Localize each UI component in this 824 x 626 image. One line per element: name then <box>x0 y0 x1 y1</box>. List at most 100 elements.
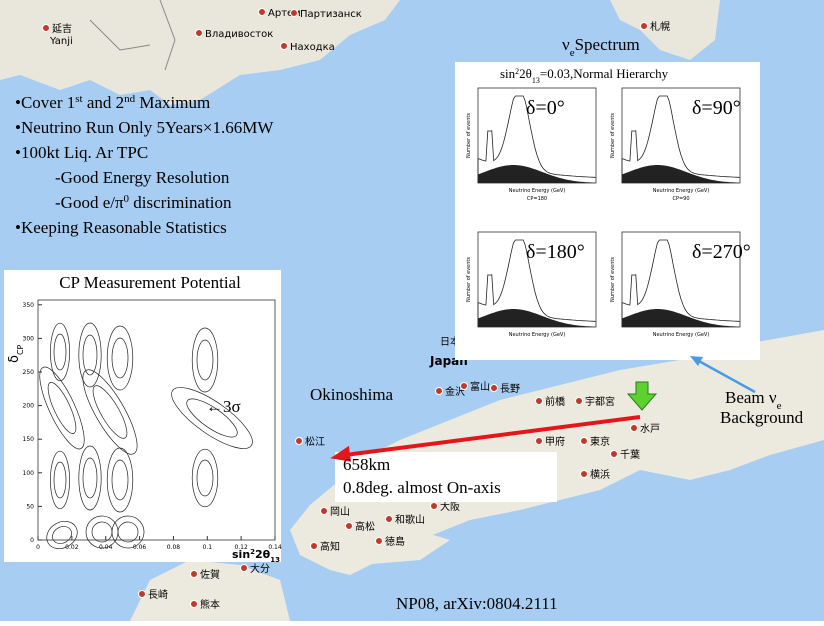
contour <box>106 447 134 513</box>
background-hist <box>478 165 596 183</box>
map-label: Партизанск <box>300 9 362 20</box>
y-label: Number of events <box>466 257 472 302</box>
rich-text: -Good e/π0 discrimination <box>55 193 232 212</box>
spectrum-plot: δ=0° Neutrino Energy (GeV) Number of event… <box>466 87 597 202</box>
contour <box>52 526 72 544</box>
panel-caption: CP=180 <box>527 196 547 202</box>
contour <box>191 448 219 508</box>
map-label: Находка <box>290 42 335 53</box>
map-label: 延吉 <box>52 23 72 35</box>
y-tick-label: 100 <box>23 470 35 477</box>
contour <box>111 459 129 501</box>
contour <box>82 334 98 376</box>
background-label: Background <box>720 408 804 427</box>
x-tick-label: 0 <box>36 544 40 551</box>
contour <box>196 339 214 381</box>
panel-label: δ=0° <box>526 97 565 119</box>
arrow-head <box>330 445 351 462</box>
contour <box>50 322 70 382</box>
text-part: st <box>75 93 82 105</box>
map-label: 金沢 <box>445 385 465 398</box>
text-part: •Keeping Reasonable Statistics <box>15 218 227 237</box>
contour <box>82 369 138 455</box>
text-part: 2 <box>250 548 255 556</box>
text-part: ν <box>562 35 570 54</box>
map-label: Владивосток <box>205 29 273 40</box>
city-marker <box>310 542 318 550</box>
contour <box>47 382 77 434</box>
reference: NP08, arXiv:0804.2111 <box>396 594 558 613</box>
text-part: Spectrum <box>575 35 640 54</box>
city-marker <box>535 437 543 445</box>
x-label: Neutrino Energy (GeV) <box>653 188 710 194</box>
rich-text: •100kt Liq. Ar TPC <box>15 143 148 162</box>
text-part: -Good e/π <box>55 193 124 212</box>
map-label: 前橋 <box>545 395 565 408</box>
text-part: δ <box>7 355 22 363</box>
plot-frame <box>37 299 276 541</box>
land <box>0 0 400 105</box>
text-part: •Cover 1 <box>15 93 75 112</box>
rich-text: δCP <box>7 344 25 363</box>
city-marker <box>375 537 383 545</box>
text-part: e <box>570 47 575 59</box>
map-label: 東京 <box>590 435 610 448</box>
x-label: Neutrino Energy (GeV) <box>509 188 566 194</box>
signal-hist <box>621 239 741 327</box>
rich-text: •Keeping Reasonable Statistics <box>15 218 227 237</box>
city-marker <box>435 387 443 395</box>
city-marker <box>610 450 618 458</box>
y-label: Number of events <box>610 257 616 302</box>
x-tick-label: 0.1 <box>203 544 213 551</box>
y-label: Number of events <box>466 113 472 158</box>
y-tick-label: 300 <box>23 335 35 342</box>
contour <box>46 520 78 550</box>
contour <box>78 322 102 388</box>
distance-box <box>335 452 557 502</box>
city-marker <box>385 515 393 523</box>
y-tick-label: 250 <box>23 369 35 376</box>
text-part: 2 <box>515 67 519 76</box>
text-part: CP <box>16 344 25 355</box>
land <box>320 520 450 565</box>
text-part: =0.03,Normal Hierarchy <box>540 66 669 81</box>
city-marker <box>575 397 583 405</box>
map-label: 大阪 <box>440 500 460 513</box>
city-marker <box>535 397 543 405</box>
contour <box>39 366 85 450</box>
map-label: 長崎 <box>148 588 168 601</box>
city-marker <box>42 24 50 32</box>
signal-hist <box>477 95 597 183</box>
rich-text: -Good Energy Resolution <box>55 168 230 187</box>
distance: 658km <box>343 455 390 474</box>
map-label: 岡山 <box>330 506 350 518</box>
rich-text: sin22θ13=0.03,Normal Hierarchy <box>500 66 669 85</box>
beam-sub: e <box>777 400 782 412</box>
map-label: 熊本 <box>200 598 220 611</box>
angle: 0.8deg. almost On-axis <box>343 478 501 497</box>
spectrum-plots: νeSpectrum sin22θ13=0.03,Normal Hierarchy… <box>466 35 751 338</box>
text-part: 2θ <box>255 548 271 561</box>
cp-plot: CP Measurement Potential 0 50 100 150 200 250 3… <box>7 273 282 564</box>
spectrum-plot: δ=270° Neutrino Energy (GeV) Number of eve… <box>610 231 751 338</box>
bullets: •Cover 1st and 2nd Maximum •Neutrino Run … <box>15 93 274 237</box>
city-marker <box>320 507 328 515</box>
x-tick-label: 0.06 <box>133 544 147 551</box>
map-label: 札幌 <box>650 20 670 33</box>
contour <box>91 521 113 543</box>
background-hist <box>622 309 740 327</box>
beam-label: Beam νe <box>725 388 782 412</box>
rich-text: sin22θ13 <box>232 548 280 564</box>
city-marker <box>490 384 498 392</box>
map-label: 和歌山 <box>395 513 425 526</box>
rich-text: νeSpectrum <box>562 35 640 59</box>
text-part: -Good Energy Resolution <box>55 168 230 187</box>
contour <box>111 515 145 549</box>
contour <box>196 459 214 497</box>
map-label: Yanji <box>49 36 73 47</box>
background-hist <box>622 165 740 183</box>
y-tick-label: 150 <box>23 436 35 443</box>
annotation: ←3σ <box>206 397 241 416</box>
city-marker <box>345 522 353 530</box>
x-tick-label: 0.12 <box>234 544 248 551</box>
